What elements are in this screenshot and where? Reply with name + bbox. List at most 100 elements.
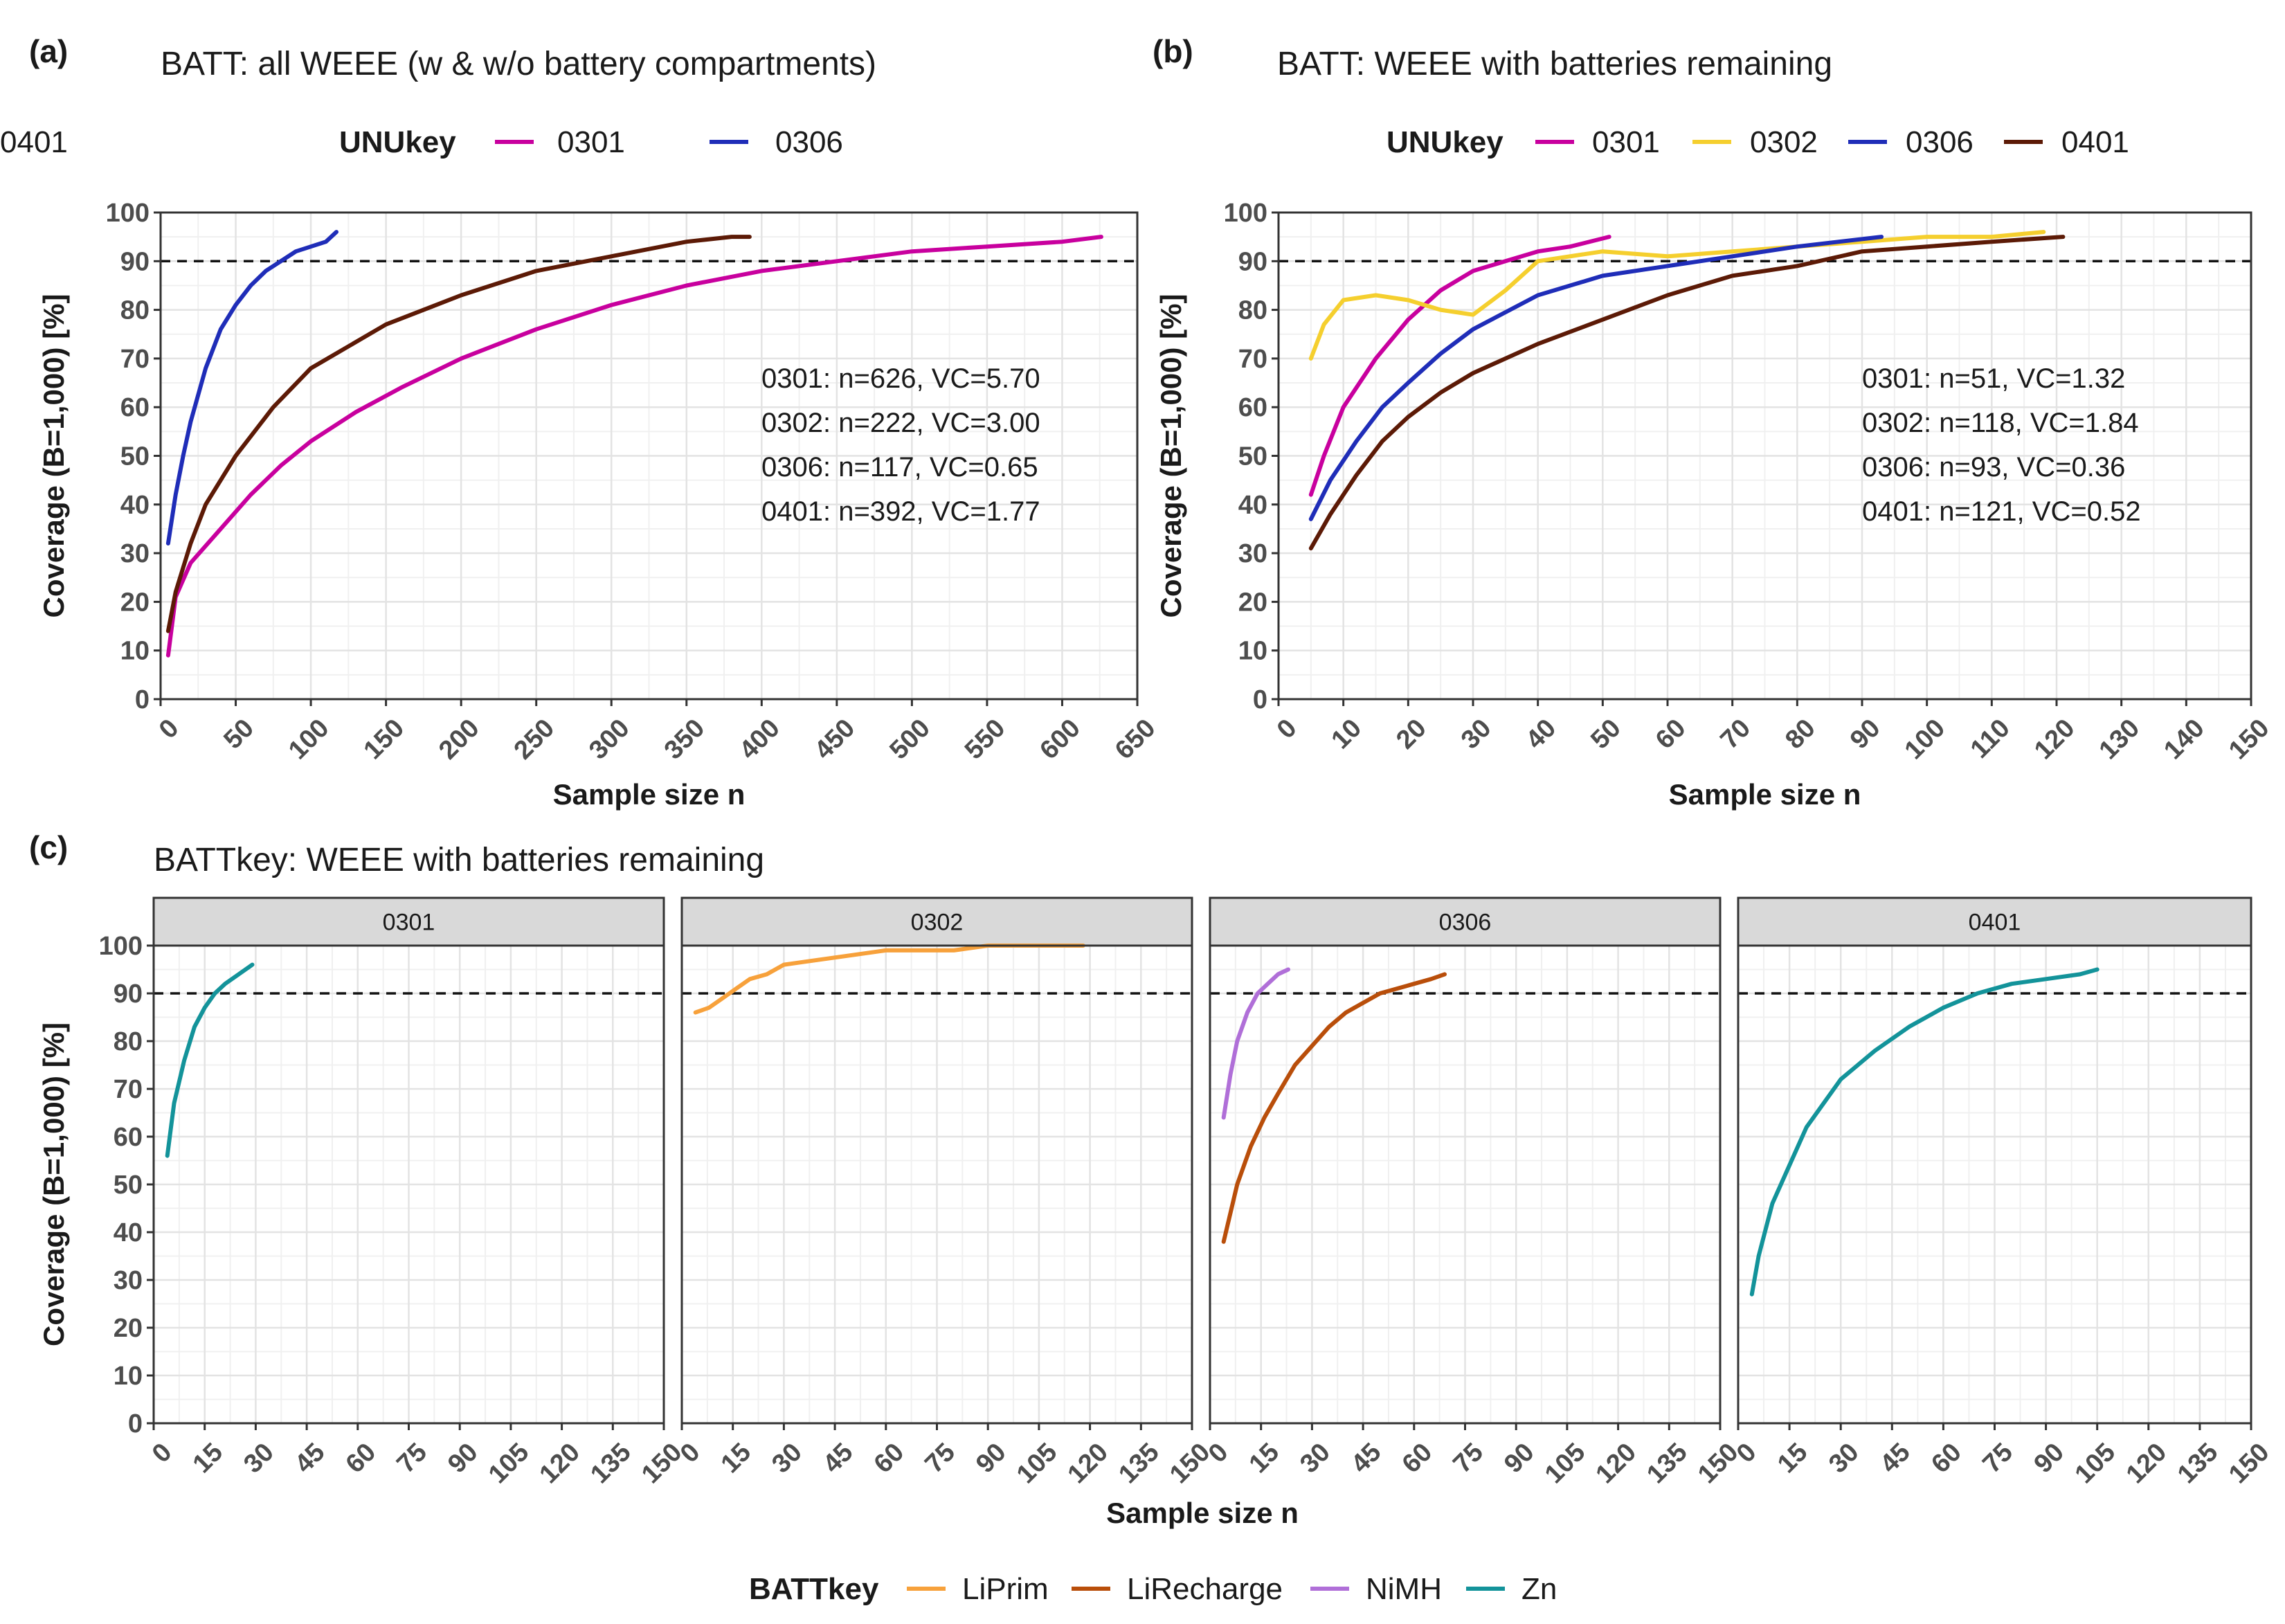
- x-tick-label: 15: [1772, 1438, 1814, 1479]
- y-tick-label: 60: [114, 1123, 143, 1152]
- x-tick-label: 15: [1244, 1438, 1285, 1479]
- facet-strip: [152, 896, 665, 947]
- x-tick-label: 250: [509, 714, 561, 766]
- series-line-0301: [165, 235, 1103, 658]
- x-tick-label: 45: [289, 1438, 331, 1479]
- y-tick-label: 10: [1238, 637, 1267, 666]
- x-tick-label: 450: [809, 714, 861, 766]
- legend-title: UNUkey: [1387, 125, 1503, 159]
- x-tick-label: 105: [483, 1438, 535, 1490]
- y-tick-label: 90: [1238, 247, 1267, 276]
- x-tick-label: 90: [442, 1438, 484, 1479]
- series-line-NiMH: [1221, 967, 1290, 1120]
- y-tick-label: 20: [120, 588, 150, 617]
- x-tick-label: 45: [1346, 1438, 1387, 1479]
- x-axis-title: Sample size n: [1669, 778, 1861, 811]
- panel-tag: (b): [1153, 33, 1193, 69]
- x-tick-label: 120: [2029, 714, 2081, 766]
- x-tick-label: 10: [1326, 714, 1368, 755]
- legend-item-LiPrim: LiPrim: [962, 1572, 1049, 1606]
- series-line-Zn: [165, 962, 255, 1158]
- x-tick-label: 30: [1456, 714, 1497, 755]
- legend-item-0301: 0301: [557, 125, 625, 159]
- x-tick-label: 75: [919, 1438, 961, 1479]
- y-tick-label: 10: [114, 1362, 143, 1391]
- y-tick-label: 50: [114, 1171, 143, 1200]
- y-tick-label: 20: [1238, 588, 1267, 617]
- x-tick-label: 60: [869, 1438, 910, 1479]
- x-tick-label: 20: [1391, 714, 1432, 755]
- legend-item-0301: 0301: [1592, 125, 1660, 159]
- x-tick-label: 110: [1965, 714, 2016, 764]
- legend-item-NiMH: NiMH: [1366, 1572, 1442, 1606]
- y-tick-label: 20: [114, 1314, 143, 1343]
- panel-b: (b) BATT: WEEE with batteries remaining UN…: [1153, 33, 2275, 811]
- x-tick-label: 120: [534, 1438, 586, 1490]
- y-tick-label: 60: [1238, 393, 1267, 422]
- x-tick-label: 75: [391, 1438, 433, 1479]
- x-tick-label: 90: [2029, 1438, 2070, 1479]
- x-tick-label: 300: [584, 714, 635, 766]
- legend-item-0401: 0401: [0, 125, 68, 159]
- x-tick-label: 40: [1521, 714, 1562, 755]
- x-tick-label: 75: [1977, 1438, 2018, 1479]
- x-tick-label: 350: [659, 714, 711, 766]
- y-tick-label: 40: [120, 491, 150, 520]
- x-tick-label: 120: [2121, 1438, 2173, 1490]
- legend-item-Zn: Zn: [1521, 1572, 1557, 1606]
- x-tick-label: 105: [1011, 1438, 1063, 1490]
- series-line-0306: [165, 230, 338, 545]
- x-tick-label: 30: [1823, 1438, 1865, 1479]
- y-tick-label: 30: [114, 1266, 143, 1295]
- x-tick-label: 140: [2158, 714, 2210, 766]
- panel-title: BATT: WEEE with batteries remaining: [1277, 46, 1832, 82]
- x-tick-label: 60: [1650, 714, 1692, 755]
- y-tick-label: 50: [1238, 442, 1267, 471]
- y-tick-label: 80: [114, 1027, 143, 1056]
- annotation-label: 0301: n=51, VC=1.32: [1862, 363, 2125, 394]
- y-tick-label: 100: [1224, 199, 1267, 228]
- x-axis-title: Sample size n: [1106, 1497, 1299, 1529]
- x-tick-label: 50: [218, 714, 260, 755]
- legend-item-LiRecharge: LiRecharge: [1127, 1572, 1283, 1606]
- x-tick-label: 500: [884, 714, 936, 766]
- y-tick-label: 30: [1238, 539, 1267, 568]
- y-tick-label: 50: [120, 442, 150, 471]
- y-tick-label: 70: [120, 345, 150, 374]
- facet-strip: [1209, 896, 1722, 947]
- x-tick-label: 60: [1926, 1438, 1967, 1479]
- x-tick-label: 15: [188, 1438, 229, 1479]
- y-tick-label: 90: [114, 980, 143, 1009]
- y-tick-label: 80: [1238, 296, 1267, 325]
- x-tick-label: 550: [959, 714, 1011, 766]
- facet-strip: [1737, 896, 2252, 947]
- x-tick-label: 90: [1845, 714, 1886, 755]
- x-tick-label: 15: [716, 1438, 757, 1479]
- y-tick-label: 90: [120, 247, 150, 276]
- x-tick-label: 45: [818, 1438, 859, 1479]
- y-tick-label: 70: [1238, 345, 1267, 374]
- series-line-0401: [1308, 235, 2066, 551]
- y-axis-title: Coverage (B=1,000) [%]: [1155, 294, 1187, 617]
- annotation-label: 0306: n=117, VC=0.65: [761, 452, 1038, 482]
- x-tick-label: 150: [2223, 714, 2275, 766]
- y-tick-label: 40: [114, 1218, 143, 1247]
- legend-title: BATTkey: [749, 1572, 879, 1606]
- legend-item-0306: 0306: [775, 125, 843, 159]
- x-tick-label: 135: [1113, 1438, 1165, 1490]
- panel-a: (a) BATT: all WEEE (w & w/o battery compa…: [0, 33, 1162, 811]
- y-tick-label: 70: [114, 1075, 143, 1104]
- x-tick-label: 150: [359, 714, 410, 766]
- x-tick-label: 0: [154, 714, 185, 745]
- legend-item-0302: 0302: [1750, 125, 1818, 159]
- annotation-label: 0302: n=222, VC=3.00: [761, 408, 1040, 438]
- panel-tag: (a): [29, 33, 68, 69]
- x-tick-label: 400: [734, 714, 786, 766]
- x-tick-label: 0: [1272, 714, 1303, 745]
- series-line-0306: [1308, 235, 1884, 521]
- facet-strip-label: 0302: [911, 910, 964, 936]
- y-tick-label: 0: [128, 1409, 143, 1438]
- y-tick-label: 30: [120, 539, 150, 568]
